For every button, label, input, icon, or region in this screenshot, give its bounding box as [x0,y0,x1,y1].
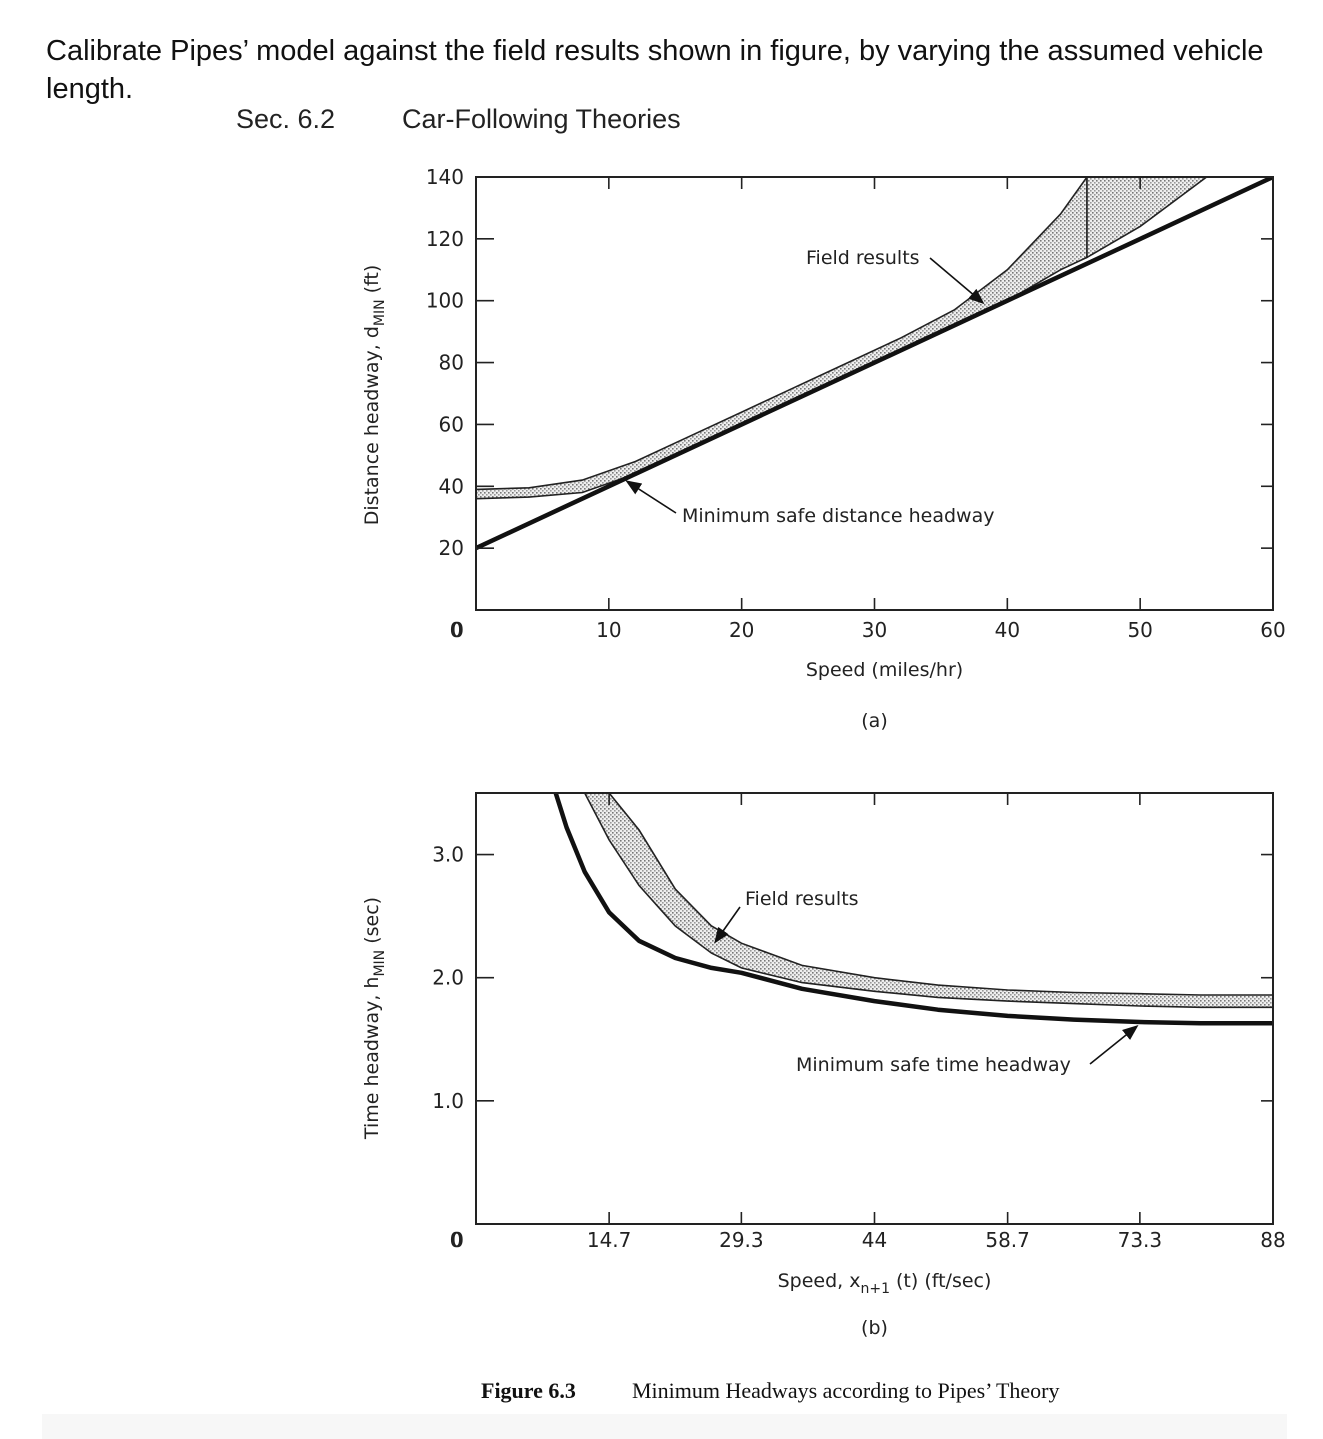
panel-label: (b) [861,1317,888,1339]
page-bottom-strip [42,1414,1287,1439]
plot-frame [475,792,1274,1225]
y-tick-label: 1.0 [432,1089,464,1113]
y-tick-label: 0 [451,1228,464,1252]
annotation-label: Field results [806,247,920,269]
section-title: Car-Following Theories [402,104,681,134]
x-tick-label: 50 [1127,618,1152,642]
figure-number: Figure 6.3 [481,1378,576,1403]
annotation-arrow [625,480,677,514]
x-tick-label: 30 [862,618,887,642]
annotation-arrow [929,257,985,305]
question-text: Calibrate Pipes’ model against the field… [46,35,1264,105]
minimum-safe-line [476,177,1273,551]
field-results-band [583,793,1273,1009]
x-tick-label: 88 [1260,1228,1285,1252]
annotation-label: Minimum safe distance headway [682,505,994,527]
annotation-arrow [714,906,741,944]
x-axis-label: Speed, xn+1 (t) (ft/sec) [778,1270,992,1297]
minimum-safe-line [553,793,1273,1026]
y-tick-label: 100 [426,289,464,313]
section-number: Sec. 6.2 [236,104,336,134]
x-tick-label: 0 [450,1228,463,1252]
panel-label: (a) [861,710,887,732]
x-tick-label: 14.7 [587,1228,632,1252]
x-tick-label: 10 [596,618,621,642]
x-tick-label: 73.3 [1118,1228,1163,1252]
plot-frame [475,176,1274,611]
x-tick-label: 29.3 [719,1228,764,1252]
x-tick-label: 0 [450,618,463,642]
field-results-band [1086,177,1208,259]
x-tick-label: 40 [995,618,1020,642]
figure-caption: Minimum Headways according to Pipes’ The… [632,1378,1060,1403]
y-tick-label: 60 [439,412,464,436]
y-tick-label: 0 [451,618,464,642]
y-tick-label: 20 [439,536,464,560]
y-tick-label: 120 [426,227,464,251]
annotation-label: Field results [745,888,859,910]
y-tick-label: 3.0 [432,843,464,867]
y-tick-label: 2.0 [432,966,464,990]
y-axis-label: Distance headway, dMIN (ft) [361,265,388,525]
field-results-band [476,177,1088,500]
x-tick-label: 58.7 [985,1228,1030,1252]
x-tick-label: 60 [1260,618,1285,642]
annotation-arrow [1089,1024,1139,1065]
y-tick-label: 140 [426,165,464,189]
x-tick-label: 44 [862,1228,887,1252]
y-axis-label: Time headway, hMIN (sec) [361,897,388,1140]
y-tick-label: 80 [439,351,464,375]
x-axis-label: Speed (miles/hr) [806,659,963,681]
annotation-label: Minimum safe time headway [796,1054,1071,1076]
y-tick-label: 40 [439,474,464,498]
x-tick-label: 20 [729,618,754,642]
